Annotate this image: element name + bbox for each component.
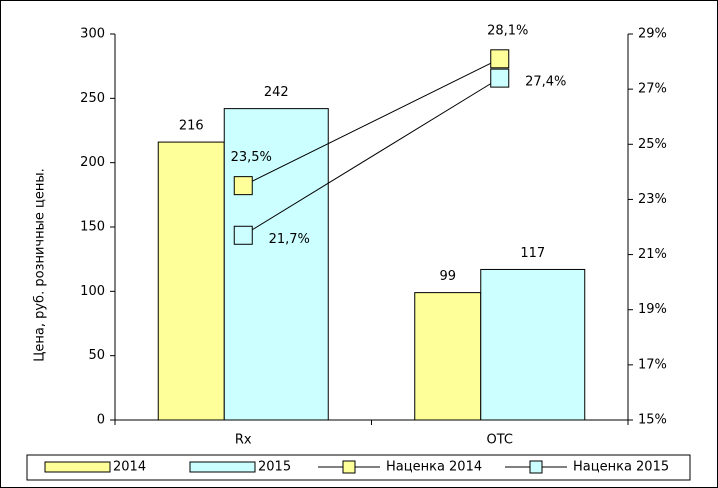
line-label: 27,4% <box>525 75 566 90</box>
legend-marker <box>529 460 543 474</box>
y-tick-label: 200 <box>80 155 105 170</box>
y2-tick-label: 29% <box>638 27 667 42</box>
y2-tick-label: 19% <box>638 302 667 317</box>
y2-tick-label: 15% <box>638 413 667 428</box>
y-tick-label: 100 <box>80 284 105 299</box>
legend-label: Наценка 2015 <box>573 460 669 475</box>
line-marker <box>233 176 253 196</box>
bar <box>157 141 225 421</box>
y2-tick-label: 23% <box>638 192 667 207</box>
x-tick-label: OTC <box>487 433 514 448</box>
line-marker <box>490 49 510 69</box>
legend-label: 2014 <box>113 460 146 475</box>
y2-tick-label: 21% <box>638 247 667 262</box>
y2-tick-label: 25% <box>638 137 667 152</box>
y-tick-label: 150 <box>80 220 105 235</box>
legend-marker <box>342 460 356 474</box>
legend-label: 2015 <box>258 460 291 475</box>
y-tick-label: 50 <box>88 348 105 363</box>
y-tick-label: 250 <box>80 91 105 106</box>
bar-label: 99 <box>439 269 456 284</box>
line-marker <box>233 225 253 245</box>
y2-tick-label: 17% <box>638 357 667 372</box>
bar-label: 216 <box>179 119 204 134</box>
y-tick-label: 0 <box>97 413 105 428</box>
bar <box>480 268 586 421</box>
line-label: 28,1% <box>487 23 528 38</box>
line-label: 23,5% <box>231 150 272 165</box>
line <box>242 77 501 236</box>
line <box>243 58 500 187</box>
y-tick-label: 300 <box>80 27 105 42</box>
y2-tick-label: 27% <box>638 82 667 97</box>
line-marker <box>490 68 510 88</box>
x-tick-label: Rx <box>235 433 252 448</box>
bar <box>223 108 329 421</box>
legend-label: Наценка 2014 <box>386 460 482 475</box>
y-axis-label: Цена, руб. розничные цены. <box>33 168 48 361</box>
line-label: 21,7% <box>269 232 310 247</box>
bar-label: 117 <box>520 246 545 261</box>
legend-swatch <box>189 461 256 473</box>
bar-label: 242 <box>264 85 289 100</box>
bar <box>414 292 482 421</box>
legend-swatch <box>44 461 111 473</box>
